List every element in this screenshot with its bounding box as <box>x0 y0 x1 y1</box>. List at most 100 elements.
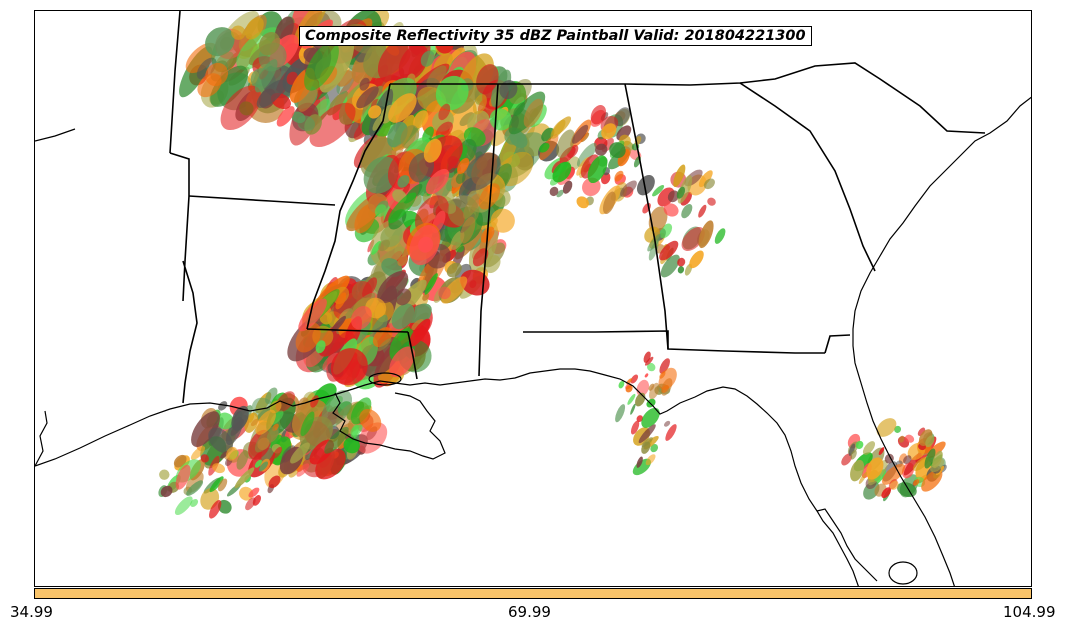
reflectivity-blob <box>858 471 867 485</box>
reflectivity-blob <box>374 204 387 217</box>
reflectivity-blob <box>641 441 651 454</box>
reflectivity-blob <box>377 271 409 304</box>
reflectivity-blob <box>576 196 589 209</box>
reflectivity-blob <box>411 318 424 331</box>
reflectivity-blob <box>368 105 382 119</box>
reflectivity-blob <box>615 404 626 423</box>
reflectivity-blob <box>644 373 649 378</box>
reflectivity-blob <box>600 172 611 185</box>
reflectivity-blob <box>660 254 680 278</box>
reflectivity-blob <box>881 463 906 485</box>
reflectivity-blob <box>620 180 637 197</box>
reflectivity-blob <box>226 446 238 461</box>
texas-coast <box>35 128 76 467</box>
reflectivity-blob <box>556 189 564 198</box>
reflectivity-blob <box>552 161 572 183</box>
reflectivity-blob <box>350 424 360 438</box>
reflectivity-blob <box>369 314 388 345</box>
reflectivity-blob <box>272 446 283 459</box>
reflectivity-blob <box>304 41 339 91</box>
reflectivity-blob <box>389 346 416 378</box>
reflectivity-blob <box>245 497 256 511</box>
map-title: Composite Reflectivity 35 dBZ Paintball … <box>299 26 812 46</box>
reflectivity-blob <box>359 408 382 432</box>
reflectivity-blob <box>343 437 360 454</box>
reflectivity-blob <box>659 358 670 374</box>
map-canvas <box>35 11 1031 586</box>
lake-okeechobee <box>888 561 918 585</box>
reflectivity-blob <box>422 292 430 301</box>
reflectivity-blob <box>913 479 920 486</box>
reflectivity-blob <box>269 400 282 414</box>
reflectivity-blob <box>372 115 383 131</box>
reflectivity-blob <box>259 31 280 56</box>
reflectivity-blob <box>244 17 264 40</box>
reflectivity-blob <box>903 455 912 464</box>
reflectivity-blob <box>576 142 597 167</box>
delta-coast <box>332 392 446 460</box>
reflectivity-blob <box>714 228 726 244</box>
reflectivity-blob <box>330 348 368 386</box>
reflectivity-blob <box>200 454 209 463</box>
map-panel: Composite Reflectivity 35 dBZ Paintball … <box>34 10 1032 587</box>
reflectivity-blob <box>423 138 442 163</box>
reflectivity-blob <box>681 203 693 219</box>
reflectivity-blob <box>630 420 640 435</box>
reflectivity-blob <box>446 262 462 278</box>
reflectivity-blob <box>587 155 608 184</box>
reflectivity-blob <box>220 85 262 131</box>
reflectivity-blob <box>418 236 434 253</box>
reflectivity-blob <box>309 102 356 148</box>
reflectivity-blob <box>455 172 466 184</box>
atlantic-coastline <box>852 96 1031 586</box>
reflectivity-blob <box>614 170 624 182</box>
reflectivity-blob <box>270 434 282 449</box>
reflectivity-blob <box>258 461 269 472</box>
florida-west-coast <box>816 508 878 582</box>
reflectivity-blob <box>641 407 660 428</box>
reflectivity-blob <box>646 362 656 372</box>
state-borders <box>169 11 986 404</box>
reflectivity-blob <box>550 119 566 139</box>
reflectivity-blob <box>667 190 679 203</box>
reflectivity-blob <box>350 305 372 330</box>
reflectivity-blob <box>912 456 930 471</box>
reflectivity-blob <box>426 65 447 89</box>
reflectivity-blob <box>476 64 499 95</box>
reflectivity-blob <box>602 191 616 215</box>
reflectivity-blob <box>630 403 636 415</box>
reflectivity-blob <box>539 142 550 153</box>
reflectivity-blob <box>354 203 377 234</box>
reflectivity-blob <box>556 129 575 158</box>
reflectivity-blob <box>256 79 286 108</box>
reflectivity-blob <box>220 451 229 459</box>
reflectivity-blob <box>549 186 559 197</box>
reflectivity-blob <box>321 389 353 428</box>
reflectivity-blob <box>650 444 659 453</box>
reflectivity-blob <box>499 80 518 100</box>
reflectivity-blob <box>268 475 281 489</box>
reflectivity-blob <box>647 233 662 252</box>
reflectivity-blob <box>490 124 513 147</box>
reflectivity-blob <box>652 185 665 197</box>
reflectivity-blob <box>205 27 235 57</box>
reflectivity-blob <box>378 239 390 252</box>
reflectivity-blob <box>335 292 347 310</box>
reflectivity-blob <box>850 459 865 482</box>
reflectivity-blob <box>876 418 897 437</box>
reflectivity-blob <box>190 446 206 460</box>
reflectivity-blob <box>196 57 217 80</box>
reflectivity-blob <box>460 216 476 244</box>
reflectivity-blob <box>894 425 902 433</box>
colorbar-label-max: 104.99 <box>1003 603 1056 621</box>
colorbar <box>34 588 1032 599</box>
reflectivity-blob <box>388 192 417 224</box>
reflectivity-blob <box>234 467 255 489</box>
reflectivity-blob <box>659 240 679 261</box>
reflectivity-blob <box>925 435 935 448</box>
reflectivity-blob <box>609 142 626 159</box>
reflectivity-blob <box>562 180 573 194</box>
reflectivity-blob <box>174 496 193 516</box>
reflectivity-blob <box>478 183 501 210</box>
reflectivity-blob <box>331 315 346 333</box>
